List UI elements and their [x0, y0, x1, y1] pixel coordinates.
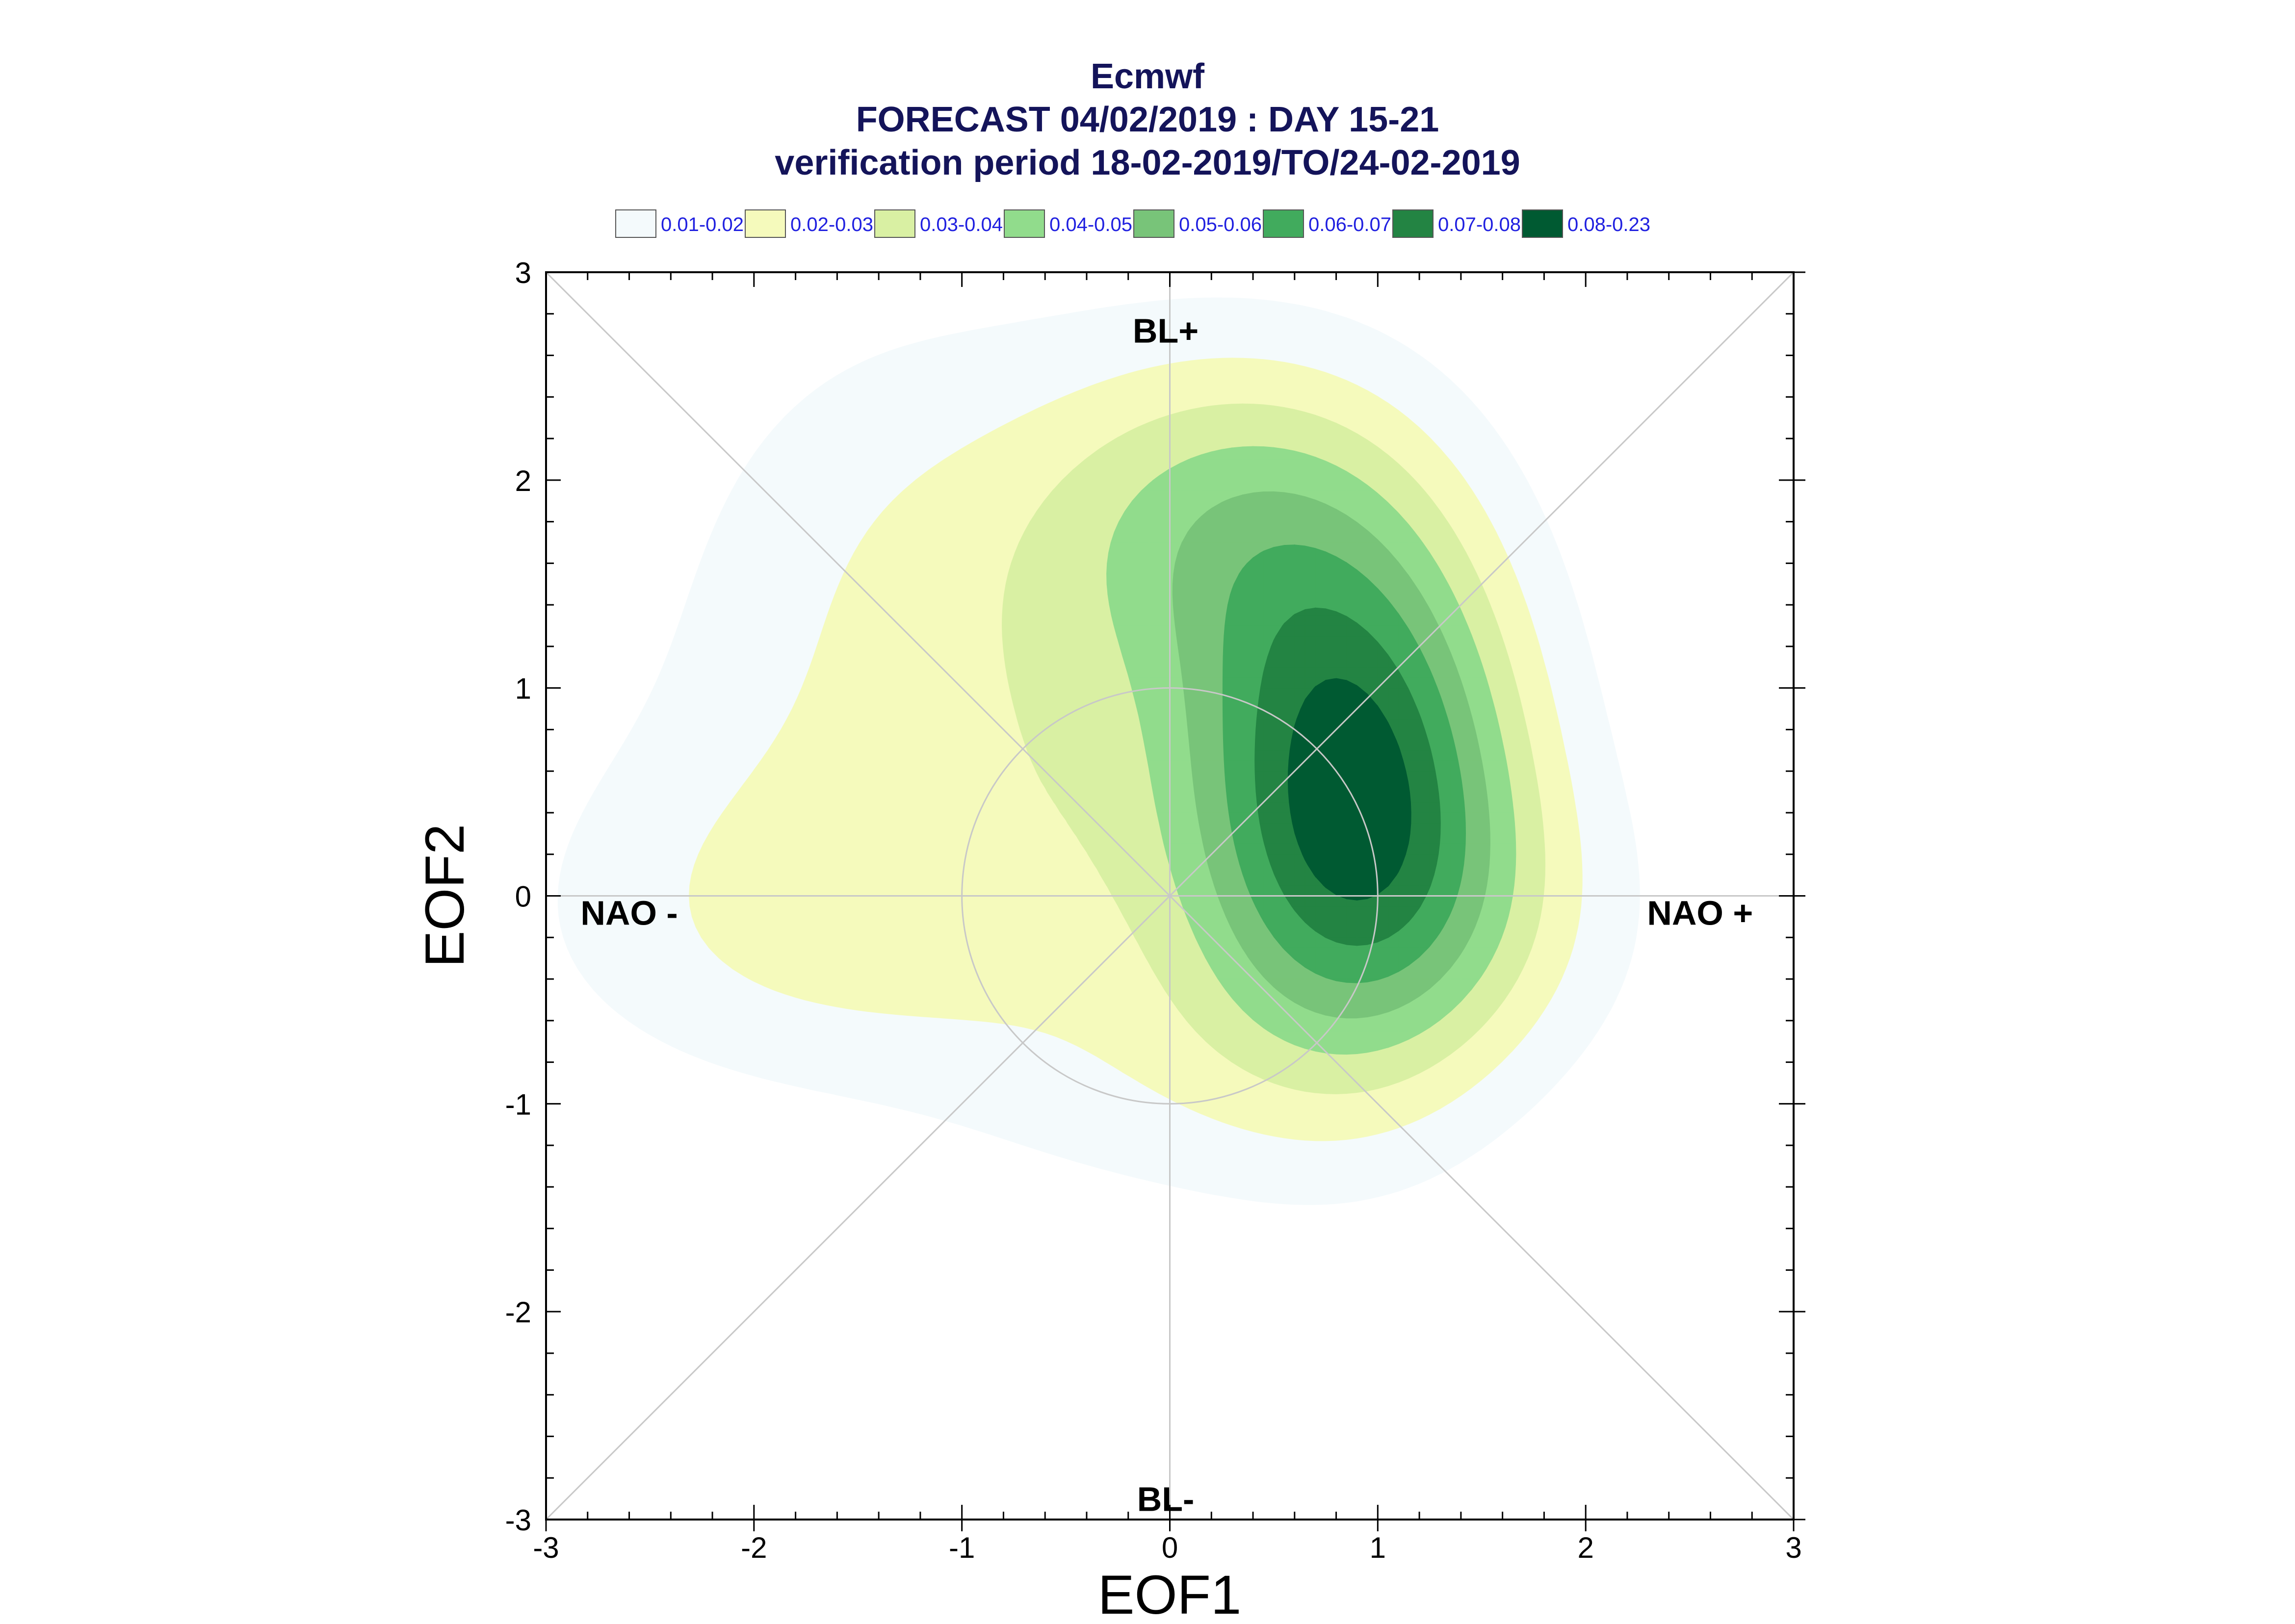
- legend-swatch: [615, 209, 656, 238]
- legend-swatch-overlay: [1133, 209, 1174, 238]
- chart-subtitle-2: verification period 18-02-2019/TO/24-02-…: [775, 143, 1520, 182]
- chart-subtitle: FORECAST 04/02/2019 : DAY 15-21: [856, 100, 1439, 139]
- x-tick-label: -3: [533, 1531, 559, 1564]
- x-tick-label: 3: [1785, 1531, 1801, 1564]
- x-tick-label: 1: [1370, 1531, 1386, 1564]
- axis-ticks: -3 -2 -1 0 1 2 3 -3 -2 -1 0 1 2 3: [505, 257, 1805, 1564]
- regime-labels: BL+ BL- NAO - NAO +: [580, 312, 1753, 1519]
- y-tick-label: 1: [515, 672, 531, 705]
- legend-swatch-overlay: [874, 209, 915, 238]
- x-tick-label: 0: [1162, 1531, 1178, 1564]
- legend-label: 0.03-0.04: [920, 214, 1003, 235]
- legend-label: 0.04-0.05: [1049, 214, 1132, 235]
- y-tick-label: -2: [505, 1296, 531, 1329]
- legend-swatch-overlay: [1263, 209, 1304, 238]
- x-tick-label: -2: [741, 1531, 767, 1564]
- y-axis-title: EOF2: [414, 824, 475, 968]
- x-tick-label: 2: [1577, 1531, 1593, 1564]
- x-axis-title: EOF1: [1098, 1564, 1242, 1624]
- y-tick-label: 0: [515, 880, 531, 913]
- regime-label: BL+: [1133, 312, 1199, 350]
- legend-label: 0.02-0.03: [790, 214, 873, 235]
- legend: 0.01-0.02 0.02-0.03 0.03-0.04 0.04-0.05 0.05…: [615, 209, 1650, 238]
- legend-label: 0.08-0.23: [1567, 214, 1650, 235]
- legend-swatch-overlay: [1004, 209, 1045, 238]
- legend-label: 0.05-0.06: [1179, 214, 1262, 235]
- regime-label: NAO -: [580, 894, 678, 932]
- x-tick-label: -1: [949, 1531, 975, 1564]
- y-tick-label: -1: [505, 1088, 531, 1121]
- reference-lines: [546, 272, 1794, 1520]
- reference-circle: [961, 687, 1379, 1105]
- legend-label: 0.07-0.08: [1438, 214, 1521, 235]
- legend-label: 0.01-0.02: [661, 214, 744, 235]
- legend-swatch-overlay: [1522, 209, 1563, 238]
- y-tick-label: 2: [515, 464, 531, 497]
- density-contours: [557, 297, 1640, 1205]
- diagonal-line-2: [546, 272, 1794, 1520]
- legend-swatch-overlay: [745, 209, 786, 238]
- y-tick-label: -3: [505, 1504, 531, 1537]
- legend-swatch-overlay: [1392, 209, 1434, 238]
- regime-label: BL-: [1137, 1480, 1195, 1519]
- regime-label: NAO +: [1647, 894, 1753, 932]
- contour-band-0.08-0.23: [1287, 678, 1411, 901]
- legend-label: 0.06-0.07: [1308, 214, 1391, 235]
- chart-title: Ecmwf: [1091, 57, 1205, 96]
- plot-area: BL+ BL- NAO - NAO + -3 -2 -1 0 1 2 3 -3 -2 -1 0 1 2 3: [505, 257, 1805, 1564]
- y-tick-label: 3: [515, 257, 531, 289]
